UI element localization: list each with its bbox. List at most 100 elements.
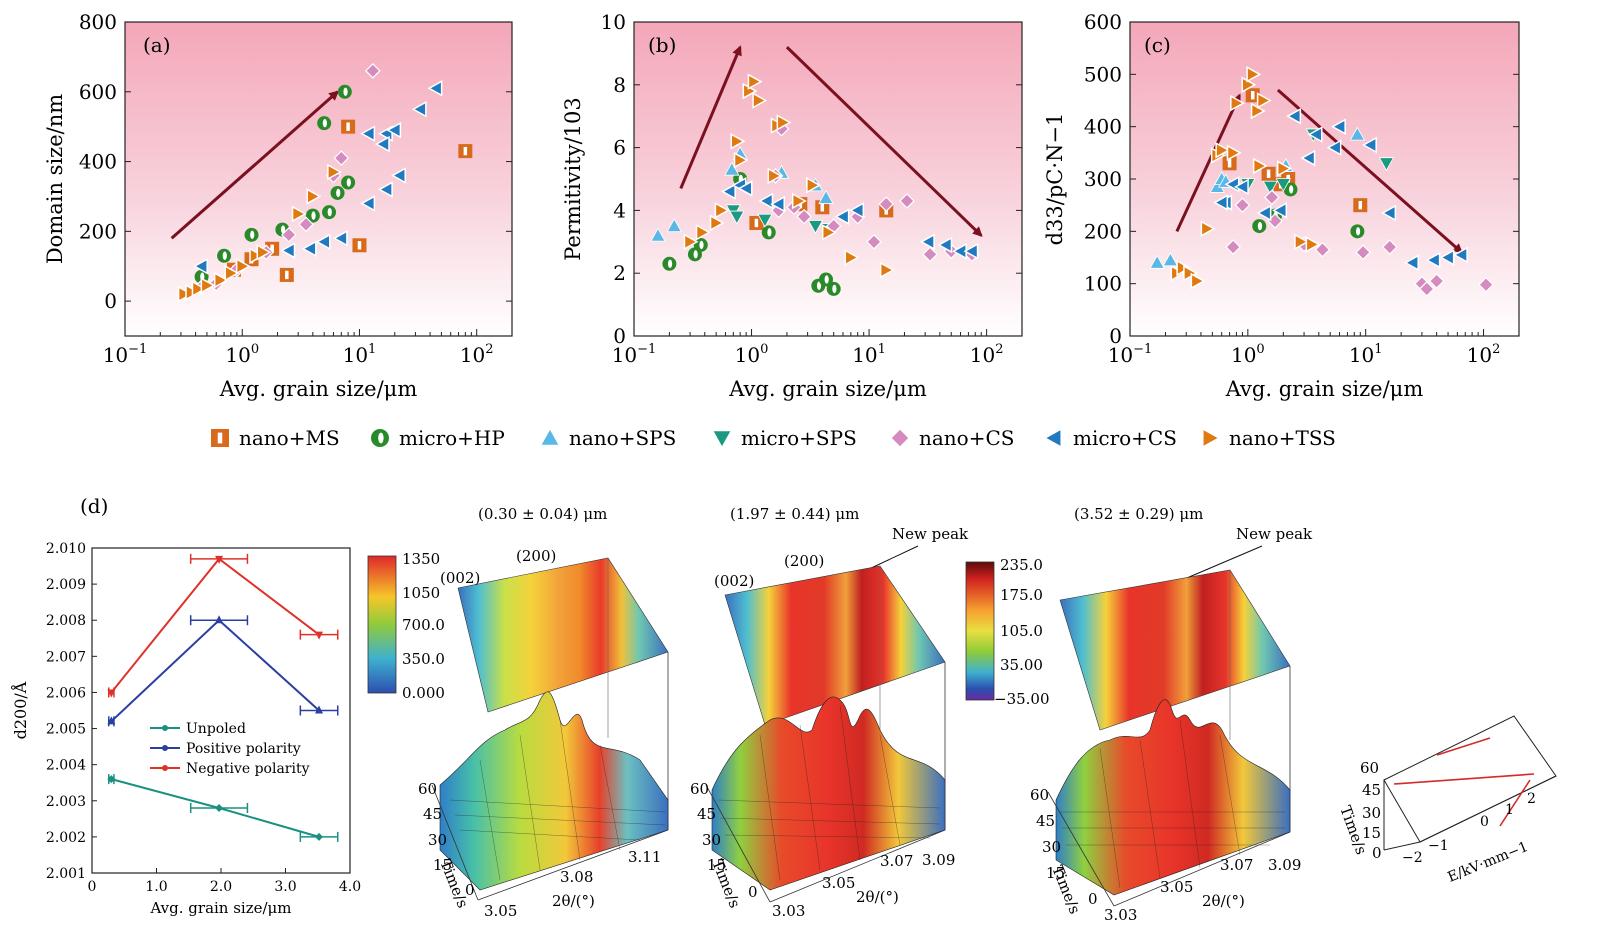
legend-label: Unpoled	[186, 721, 246, 737]
data-point	[191, 280, 207, 298]
data-point	[279, 267, 294, 282]
data-point	[1230, 94, 1245, 112]
data-point	[298, 216, 314, 233]
data-point	[330, 185, 345, 200]
y-axis-label: d33/pC·N−1	[1043, 113, 1067, 246]
data-point	[650, 227, 666, 242]
axis-label: 2θ/(°)	[1202, 892, 1245, 910]
data-point	[1362, 136, 1377, 154]
heatmap-top-face	[457, 557, 669, 713]
data-point	[879, 261, 895, 279]
y-tick-label: 2.003	[46, 794, 86, 810]
peak-label: (002)	[714, 572, 754, 590]
data-point	[1283, 182, 1298, 197]
y-tick-label: 2.002	[46, 830, 86, 846]
tick-label: 45	[697, 805, 716, 823]
trend-arrow	[785, 46, 983, 237]
data-point	[341, 119, 356, 134]
data-point	[1452, 246, 1468, 264]
data-point	[1246, 66, 1262, 83]
new-peak-annotation: New peak	[892, 525, 969, 543]
x-axis-label: Avg. grain size/μm	[149, 899, 291, 917]
data-point	[217, 248, 232, 263]
y-tick-label: 200	[1084, 219, 1122, 243]
tick-label: 0	[465, 881, 475, 899]
legend-marker	[1043, 427, 1062, 449]
x-tick-label: 101	[1349, 342, 1383, 367]
plot-area	[124, 21, 513, 337]
data-point	[1222, 156, 1237, 171]
data-point	[1200, 220, 1216, 237]
y-tick-label: 8	[613, 73, 626, 97]
data-point	[761, 225, 776, 240]
data-point	[724, 161, 740, 176]
data-point	[818, 272, 833, 287]
tick-label: 15	[433, 856, 452, 874]
x-tick-label: 10−1	[612, 342, 657, 367]
data-point	[333, 150, 350, 166]
legend-label: nano+CS	[919, 426, 1015, 450]
panel-label: (c)	[1144, 33, 1171, 57]
data-point	[1439, 249, 1455, 266]
tick-label: 3.03	[772, 902, 805, 920]
legend-marker	[712, 430, 732, 448]
y-tick-label: 2.001	[46, 866, 86, 882]
tick-label: 15	[1362, 824, 1381, 842]
waterfall-panel-1: (0.30 ± 0.04) μm (002) (200) 60 45 30 15…	[418, 505, 669, 920]
data-point	[411, 100, 427, 118]
data-point	[305, 208, 320, 223]
data-point	[315, 832, 324, 841]
panel-d-lattice-spacing: 2.001 2.002 2.003 2.004 2.005 2.006 2.007 2.008…	[10, 541, 361, 917]
legend-label: micro+CS	[1073, 426, 1177, 450]
y-tick-label: 2.007	[46, 649, 86, 665]
data-point	[1478, 276, 1494, 293]
data-point	[826, 281, 841, 296]
data-point	[193, 257, 208, 275]
panel-label: (b)	[648, 33, 676, 57]
peak-label: (200)	[784, 552, 824, 570]
data-point	[1381, 239, 1398, 255]
legend-marker	[211, 429, 229, 447]
data-point	[215, 555, 224, 564]
data-point	[337, 84, 352, 99]
panel-c-d33: 0 100 200 300 400 500 600 10−1 100 101 102 Avg. gra…	[1043, 10, 1520, 401]
data-point	[213, 271, 229, 289]
data-point	[733, 151, 749, 169]
tick-label: 30	[1362, 804, 1381, 822]
data-point	[458, 144, 473, 159]
y-tick-label: 4	[613, 198, 626, 222]
data-point	[1425, 251, 1441, 269]
data-point	[200, 277, 216, 294]
data-point	[662, 256, 677, 271]
data-point	[1404, 254, 1419, 272]
data-point	[818, 190, 834, 204]
peak-label: (200)	[516, 547, 556, 565]
data-point	[1234, 197, 1251, 214]
data-point	[919, 233, 935, 251]
y-tick-label: 6	[613, 136, 626, 160]
field-profile-panel: 60 45 30 15 0 Time/s −2 −1 0 1 2 E/kV·mm…	[1336, 715, 1557, 886]
data-point	[315, 233, 331, 251]
data-point	[291, 205, 307, 223]
x-tick-label: 100	[735, 342, 769, 367]
data-point	[315, 705, 324, 714]
y-tick-label: 600	[1084, 10, 1122, 34]
data-point	[1226, 144, 1242, 162]
data-point	[899, 193, 915, 209]
data-point	[364, 62, 381, 79]
data-point	[1272, 202, 1288, 219]
field-line	[1436, 737, 1491, 756]
data-point	[107, 689, 116, 698]
y-tick-label: 100	[1084, 272, 1122, 296]
x-tick-label: 101	[852, 342, 886, 367]
y-tick-label: 400	[79, 150, 117, 174]
axis-label: 2θ/(°)	[856, 888, 899, 906]
data-point	[377, 181, 393, 198]
data-point	[796, 208, 812, 225]
y-tick-label: 2.005	[46, 722, 86, 738]
tick-label: 60	[1360, 759, 1379, 777]
y-tick-label: 2.004	[46, 758, 86, 774]
surface	[439, 691, 669, 891]
data-point	[1350, 224, 1365, 239]
data-point	[224, 264, 240, 282]
